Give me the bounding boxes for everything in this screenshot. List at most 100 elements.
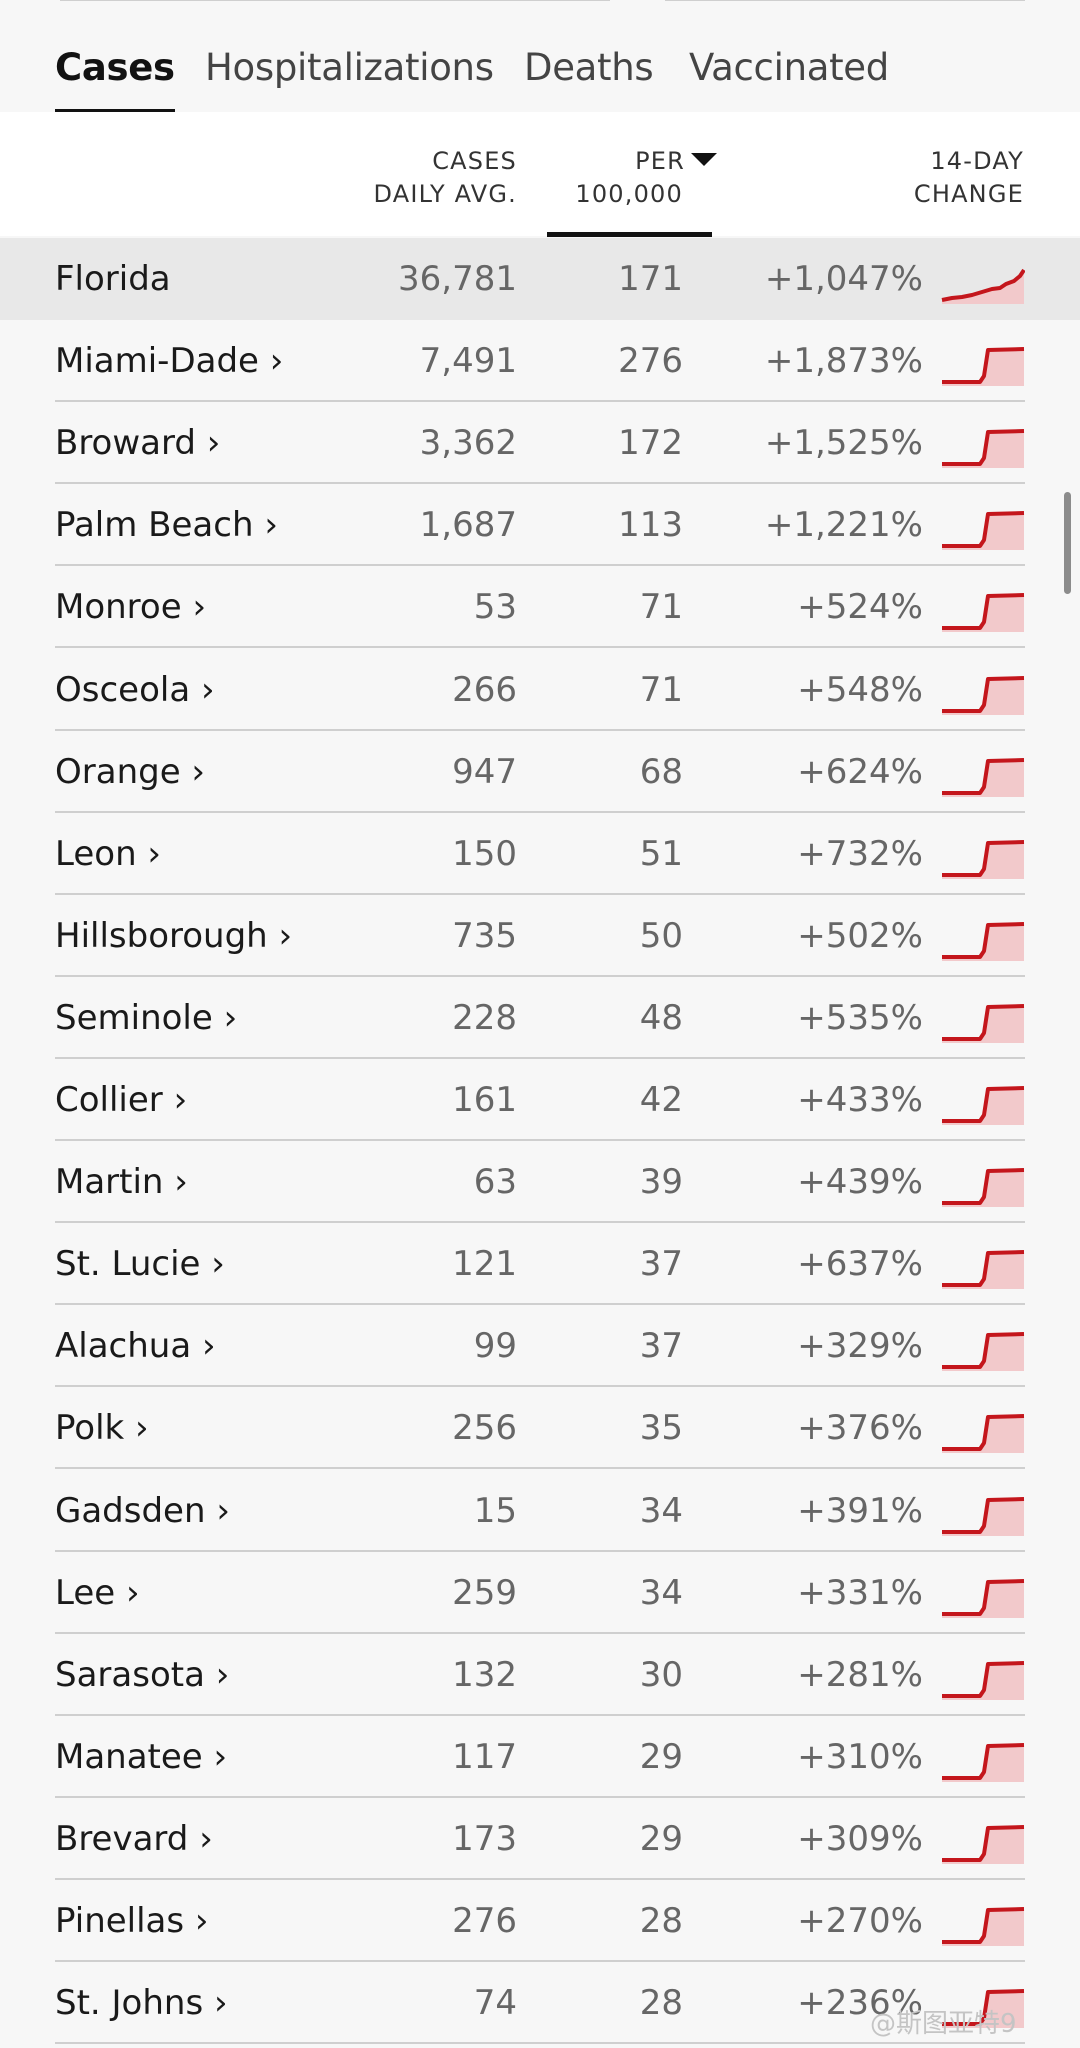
cases-per-100k: 28 [639, 1983, 683, 2024]
trend-sparkline [941, 268, 1025, 304]
cases-daily-avg: 15 [473, 1490, 517, 1531]
row-divider [55, 400, 1025, 403]
row-divider [55, 1139, 1025, 1141]
fourteen-day-change: +310% [797, 1736, 923, 1777]
trend-sparkline [942, 1414, 1025, 1454]
cases-per-100k: 39 [639, 1162, 683, 1203]
sparkline-area [942, 1334, 1024, 1372]
county-row[interactable]: Manatee › 117 29 +310% [0, 1716, 1080, 1798]
county-row[interactable]: Palm Beach › 1,687 113 +1,221% [0, 484, 1080, 567]
cases-daily-avg: 161 [452, 1080, 517, 1120]
sparkline-line [942, 1989, 1025, 2027]
county-row[interactable]: Broward › 3,362 172 +1,525% [0, 402, 1080, 485]
county-row[interactable]: Seminole › 228 48 +535% [0, 977, 1080, 1059]
cases-per-100k: 68 [639, 751, 683, 792]
top-divider [60, 0, 1025, 2]
county-name: Sarasota › [55, 1654, 230, 1695]
scrollbar[interactable] [1064, 492, 1071, 594]
fourteen-day-change: +1,221% [764, 505, 923, 546]
tab-deaths[interactable]: Deaths [524, 46, 654, 89]
column-header-14-day-change[interactable]: 14-DAY CHANGE [914, 145, 1024, 211]
county-row[interactable]: Brevard › 173 29 +309% [0, 1798, 1080, 1880]
sparkline-line [942, 1250, 1025, 1288]
trend-sparkline [942, 757, 1025, 797]
sparkline-area [942, 841, 1024, 879]
county-name: Miami-Dade › [55, 341, 284, 382]
sparkline-area [942, 1005, 1024, 1043]
county-name: Manatee › [55, 1736, 228, 1777]
county-row[interactable]: Leon › 150 51 +732% [0, 813, 1080, 895]
sparkline-area [942, 1909, 1024, 1946]
county-name: St. Johns › [55, 1983, 228, 2024]
cases-per-100k: 28 [639, 1901, 683, 1941]
trend-sparkline [942, 1250, 1025, 1290]
sparkline-line [942, 1414, 1025, 1452]
cases-daily-avg: 173 [452, 1818, 517, 1859]
cases-per-100k: 37 [639, 1244, 683, 1285]
county-row[interactable]: St. Lucie › 121 37 +637% [0, 1223, 1080, 1306]
sparkline-line [942, 1332, 1025, 1370]
sparkline-line [942, 429, 1025, 467]
cases-daily-avg: 132 [452, 1654, 517, 1695]
tab-cases[interactable]: Cases [55, 46, 175, 114]
county-row[interactable]: Miami-Dade › 7,491 276 +1,873% [0, 320, 1080, 403]
trend-sparkline [942, 1003, 1025, 1043]
sparkline-area [942, 270, 1024, 304]
sparkline-area [942, 923, 1024, 961]
county-row[interactable]: Pinellas › 276 28 +270% [0, 1880, 1080, 1962]
county-name: Polk › [55, 1408, 149, 1449]
county-row[interactable]: Sarasota › 132 30 +281% [0, 1634, 1080, 1716]
county-name: Martin › [55, 1162, 188, 1203]
cases-per-100k: 34 [639, 1572, 683, 1613]
cases-per-100k: 172 [618, 423, 683, 464]
trend-sparkline [942, 1332, 1025, 1372]
fourteen-day-change: +1,525% [764, 423, 923, 464]
county-name: Hillsborough › [55, 915, 293, 956]
sparkline-line [942, 511, 1025, 549]
county-row[interactable]: Lee › 259 34 +331% [0, 1552, 1080, 1634]
row-divider [55, 482, 1025, 485]
county-row[interactable]: Osceola › 266 71 +548% [0, 649, 1080, 731]
cases-daily-avg: 117 [452, 1736, 517, 1777]
row-divider [55, 1713, 1025, 1716]
sparkline-area [942, 1580, 1024, 1618]
county-row[interactable]: St. Johns › 74 28 +236% [0, 1962, 1080, 2045]
sparkline-line [942, 1578, 1025, 1616]
county-row[interactable]: Gadsden › 15 34 +391% [0, 1470, 1080, 1552]
column-header-per-line1: PER [635, 147, 685, 175]
sparkline-area [942, 1826, 1024, 1864]
fourteen-day-change: +270% [797, 1901, 923, 1941]
trend-sparkline [942, 1660, 1025, 1700]
county-name: Alachua › [55, 1326, 216, 1367]
trend-sparkline [942, 1496, 1025, 1536]
county-row[interactable]: Monroe › 53 71 +524% [0, 566, 1080, 649]
county-row[interactable]: Alachua › 99 37 +329% [0, 1305, 1080, 1388]
county-row[interactable]: Martin › 63 39 +439% [0, 1141, 1080, 1224]
sparkline-area [942, 1252, 1024, 1290]
cases-per-100k: 34 [639, 1490, 683, 1531]
row-divider [55, 646, 1025, 649]
column-header-per-100k[interactable]: PER 100,000 [575, 145, 717, 211]
sparkline-line [942, 839, 1025, 877]
sparkline-area [942, 595, 1024, 633]
trend-sparkline [942, 839, 1025, 879]
cases-per-100k: 35 [639, 1408, 683, 1449]
cases-per-100k: 29 [639, 1736, 683, 1777]
table-header [0, 112, 1080, 236]
cases-daily-avg: 228 [452, 997, 517, 1038]
column-header-cases[interactable]: CASES DAILY AVG. [373, 145, 517, 211]
tab-hospitalizations[interactable]: Hospitalizations [205, 46, 494, 89]
tab-vaccinated[interactable]: Vaccinated [689, 46, 889, 89]
county-row[interactable]: Polk › 256 35 +376% [0, 1387, 1080, 1470]
county-row[interactable]: Hillsborough › 735 50 +502% [0, 895, 1080, 977]
cases-per-100k: 29 [639, 1818, 683, 1859]
fourteen-day-change: +502% [797, 915, 923, 956]
sparkline-line [941, 268, 1025, 302]
cases-daily-avg: 276 [452, 1901, 517, 1941]
fourteen-day-change: +433% [797, 1080, 923, 1120]
county-name: Florida [55, 259, 171, 299]
cases-per-100k: 113 [618, 505, 683, 546]
fourteen-day-change: +309% [797, 1818, 923, 1859]
county-row[interactable]: Collier › 161 42 +433% [0, 1059, 1080, 1141]
county-row[interactable]: Orange › 947 68 +624% [0, 731, 1080, 813]
